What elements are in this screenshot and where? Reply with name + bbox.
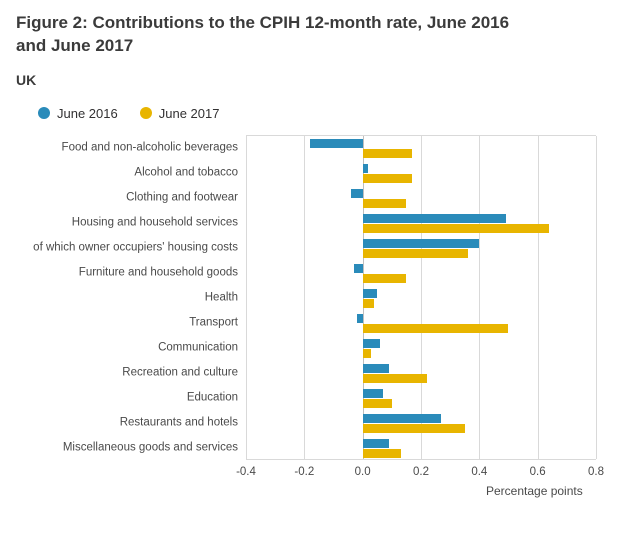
bar bbox=[354, 264, 363, 273]
bar bbox=[363, 164, 369, 173]
bar bbox=[363, 439, 389, 448]
bar bbox=[363, 374, 427, 383]
category-label: Health bbox=[205, 292, 246, 305]
bar bbox=[363, 414, 442, 423]
bar bbox=[363, 239, 480, 248]
bar bbox=[363, 174, 413, 183]
bar bbox=[363, 349, 372, 358]
plot-region: Food and non-alcoholic beveragesAlcohol … bbox=[246, 135, 596, 460]
category-label: Food and non-alcoholic beverages bbox=[62, 142, 246, 155]
category-row: Communication bbox=[246, 336, 596, 361]
bar bbox=[363, 149, 413, 158]
category-row: Clothing and footwear bbox=[246, 186, 596, 211]
category-row: Housing and household services bbox=[246, 211, 596, 236]
category-row: Furniture and household goods bbox=[246, 261, 596, 286]
figure-title-line2: and June 2017 bbox=[16, 36, 133, 55]
bar bbox=[363, 274, 407, 283]
x-tick-label: -0.2 bbox=[294, 466, 314, 478]
category-row: Health bbox=[246, 286, 596, 311]
category-row: Transport bbox=[246, 311, 596, 336]
legend-item-2017: June 2017 bbox=[140, 106, 220, 121]
gridline bbox=[596, 136, 597, 459]
category-row: Recreation and culture bbox=[246, 361, 596, 386]
category-label: Recreation and culture bbox=[122, 367, 246, 380]
category-label: Education bbox=[187, 392, 246, 405]
category-label: Miscellaneous goods and services bbox=[63, 442, 246, 455]
bar bbox=[363, 389, 383, 398]
bar bbox=[363, 289, 378, 298]
bar bbox=[363, 449, 401, 458]
category-label: Restaurants and hotels bbox=[120, 417, 246, 430]
figure-title: Figure 2: Contributions to the CPIH 12-m… bbox=[16, 12, 604, 58]
category-label: of which owner occupiers' housing costs bbox=[33, 242, 246, 255]
category-row: Miscellaneous goods and services bbox=[246, 436, 596, 461]
category-row: of which owner occupiers' housing costs bbox=[246, 236, 596, 261]
bar bbox=[363, 249, 468, 258]
x-axis-title: Percentage points bbox=[486, 484, 583, 498]
bar bbox=[363, 424, 465, 433]
x-tick-label: 0.0 bbox=[355, 466, 371, 478]
bar bbox=[363, 224, 550, 233]
bar bbox=[363, 214, 506, 223]
bar bbox=[363, 399, 392, 408]
bar bbox=[363, 324, 509, 333]
bar bbox=[357, 314, 363, 323]
bar bbox=[363, 339, 381, 348]
chart-area: Food and non-alcoholic beveragesAlcohol … bbox=[16, 131, 604, 511]
x-tick-label: 0.6 bbox=[530, 466, 546, 478]
category-label: Communication bbox=[158, 342, 246, 355]
bar bbox=[363, 364, 389, 373]
category-row: Education bbox=[246, 386, 596, 411]
x-tick-label: 0.2 bbox=[413, 466, 429, 478]
legend-swatch-2016 bbox=[38, 107, 50, 119]
bar bbox=[363, 199, 407, 208]
category-row: Alcohol and tobacco bbox=[246, 161, 596, 186]
category-label: Furniture and household goods bbox=[79, 267, 246, 280]
figure-subtitle: UK bbox=[16, 72, 604, 88]
category-label: Housing and household services bbox=[72, 217, 246, 230]
category-row: Food and non-alcoholic beverages bbox=[246, 136, 596, 161]
category-label: Clothing and footwear bbox=[126, 192, 246, 205]
figure-title-line1: Figure 2: Contributions to the CPIH 12-m… bbox=[16, 13, 509, 32]
bar bbox=[310, 139, 363, 148]
legend-swatch-2017 bbox=[140, 107, 152, 119]
category-label: Alcohol and tobacco bbox=[134, 167, 246, 180]
category-row: Restaurants and hotels bbox=[246, 411, 596, 436]
bar bbox=[351, 189, 363, 198]
category-label: Transport bbox=[189, 317, 246, 330]
x-tick-label: -0.4 bbox=[236, 466, 256, 478]
legend-label-2017: June 2017 bbox=[159, 106, 220, 121]
x-tick-label: 0.8 bbox=[588, 466, 604, 478]
x-tick-label: 0.4 bbox=[471, 466, 487, 478]
legend-item-2016: June 2016 bbox=[38, 106, 118, 121]
bar bbox=[363, 299, 375, 308]
legend: June 2016 June 2017 bbox=[38, 106, 604, 121]
legend-label-2016: June 2016 bbox=[57, 106, 118, 121]
